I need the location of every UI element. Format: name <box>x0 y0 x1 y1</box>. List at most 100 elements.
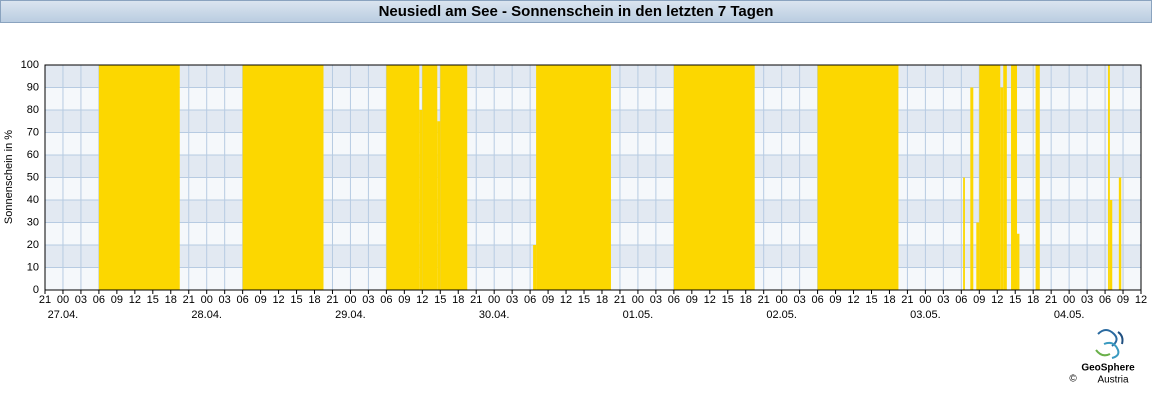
x-tick-label: 15 <box>722 294 734 306</box>
y-tick-label: 100 <box>21 59 39 71</box>
sunshine-step <box>1035 65 1040 290</box>
sunshine-step <box>419 110 423 290</box>
sunshine-step <box>1017 233 1020 290</box>
x-tick-label: 18 <box>596 294 608 306</box>
y-tick-label: 60 <box>27 149 39 161</box>
logo-sub: Austria <box>1097 375 1129 386</box>
x-tick-label: 03 <box>75 294 87 306</box>
x-tick-label: 03 <box>650 294 662 306</box>
x-tick-label: 00 <box>57 294 69 306</box>
y-tick-label: 50 <box>27 171 39 183</box>
x-tick-label: 00 <box>776 294 788 306</box>
x-tick-label: 03 <box>219 294 231 306</box>
y-tick-label: 90 <box>27 81 39 93</box>
sunshine-step <box>1108 65 1110 290</box>
x-tick-label: 06 <box>955 294 967 306</box>
x-tick-label: 15 <box>578 294 590 306</box>
x-tick-label: 12 <box>560 294 572 306</box>
x-tick-label: 15 <box>1009 294 1021 306</box>
sunshine-step <box>98 65 180 290</box>
sunshine-step <box>533 245 537 290</box>
x-tick-label: 12 <box>991 294 1003 306</box>
x-tick-label: 00 <box>1063 294 1075 306</box>
x-tick-label: 12 <box>1135 294 1147 306</box>
sunshine-step <box>437 121 441 290</box>
date-label: 28.04. <box>191 309 222 321</box>
x-tick-label: 09 <box>542 294 554 306</box>
x-tick-label: 03 <box>937 294 949 306</box>
sunshine-step <box>1109 200 1113 290</box>
date-label: 02.05. <box>766 309 797 321</box>
x-tick-label: 09 <box>254 294 266 306</box>
x-tick-label: 18 <box>1027 294 1039 306</box>
y-tick-label: 40 <box>27 194 39 206</box>
y-tick-label: 0 <box>33 284 39 296</box>
x-tick-label: 21 <box>326 294 338 306</box>
plot-area <box>44 64 1142 291</box>
sunshine-step <box>673 65 755 290</box>
date-label: 04.05. <box>1054 309 1085 321</box>
x-tick-label: 18 <box>740 294 752 306</box>
x-tick-label: 15 <box>290 294 302 306</box>
x-tick-label: 06 <box>524 294 536 306</box>
sunshine-step <box>422 65 438 290</box>
sunshine-step <box>1011 65 1018 290</box>
sunshine-step <box>1118 177 1122 290</box>
x-tick-label: 12 <box>272 294 284 306</box>
x-tick-label: 21 <box>183 294 195 306</box>
sunshine-step <box>1003 65 1007 290</box>
chart-title: Neusiedl am See - Sonnenschein in den le… <box>379 3 774 20</box>
x-tick-label: 00 <box>488 294 500 306</box>
copyright: © <box>1069 374 1077 385</box>
y-axis-label: Sonnenschein in % <box>3 130 15 224</box>
x-tick-label: 21 <box>614 294 626 306</box>
x-tick-label: 09 <box>973 294 985 306</box>
y-tick-label: 10 <box>27 261 39 273</box>
x-tick-label: 21 <box>1045 294 1057 306</box>
x-tick-label: 00 <box>344 294 356 306</box>
sunshine-step <box>242 65 324 290</box>
logo-name: GeoSphere <box>1081 363 1135 374</box>
x-tick-label: 06 <box>668 294 680 306</box>
sunshine-step <box>440 65 468 290</box>
x-tick-label: 21 <box>901 294 913 306</box>
x-tick-label: 09 <box>111 294 123 306</box>
x-tick-label: 15 <box>434 294 446 306</box>
x-tick-label: 18 <box>883 294 895 306</box>
sunshine-step <box>963 177 965 290</box>
date-label: 01.05. <box>623 309 654 321</box>
x-tick-label: 03 <box>362 294 374 306</box>
x-tick-label: 12 <box>847 294 859 306</box>
date-label: 27.04. <box>48 309 79 321</box>
x-tick-label: 03 <box>506 294 518 306</box>
logo <box>1095 329 1124 359</box>
x-tick-label: 21 <box>470 294 482 306</box>
x-tick-label: 12 <box>704 294 716 306</box>
date-label: 03.05. <box>910 309 941 321</box>
x-tick-label: 09 <box>829 294 841 306</box>
x-tick-label: 12 <box>416 294 428 306</box>
x-tick-label: 00 <box>919 294 931 306</box>
sunshine-step <box>817 65 899 290</box>
x-tick-label: 21 <box>39 294 51 306</box>
x-tick-label: 06 <box>380 294 392 306</box>
date-label: 30.04. <box>479 309 510 321</box>
y-tick-label: 20 <box>27 239 39 251</box>
x-tick-label: 00 <box>632 294 644 306</box>
date-label: 29.04. <box>335 309 366 321</box>
x-tick-label: 09 <box>686 294 698 306</box>
x-tick-label: 15 <box>865 294 877 306</box>
sunshine-step <box>1000 87 1004 290</box>
x-tick-label: 09 <box>1117 294 1129 306</box>
x-tick-label: 21 <box>758 294 770 306</box>
x-tick-label: 09 <box>398 294 410 306</box>
sunshine-step <box>976 222 980 290</box>
x-tick-label: 18 <box>452 294 464 306</box>
x-tick-label: 18 <box>308 294 320 306</box>
x-tick-label: 06 <box>1099 294 1111 306</box>
sunshine-step <box>970 87 974 290</box>
x-tick-label: 18 <box>165 294 177 306</box>
x-tick-label: 15 <box>147 294 159 306</box>
y-tick-label: 80 <box>27 104 39 116</box>
